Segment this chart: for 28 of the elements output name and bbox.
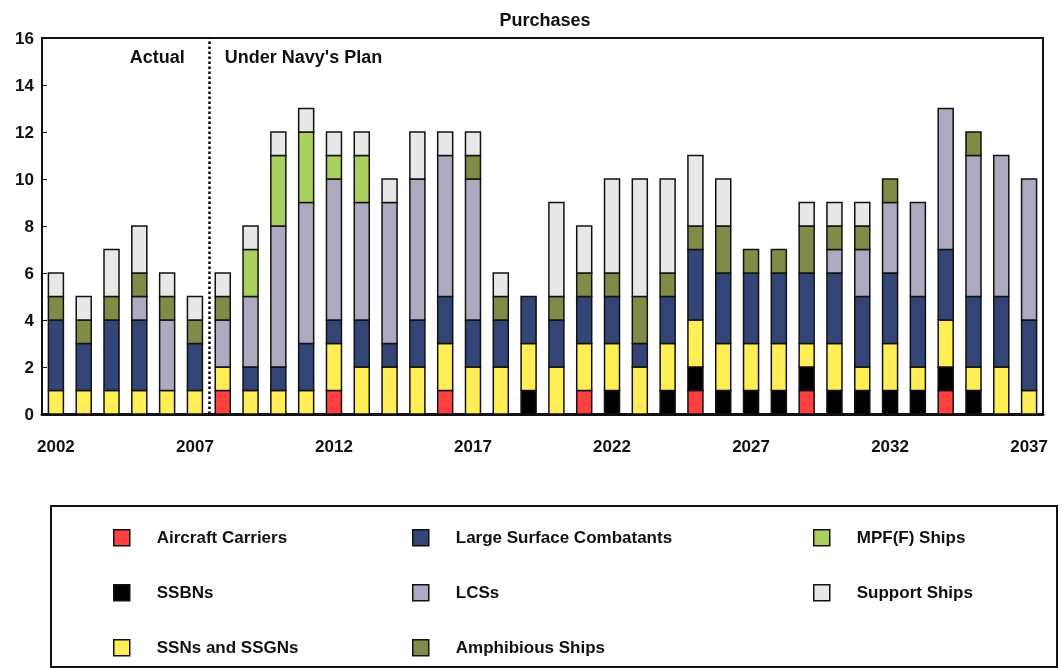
x-tick-label: 2012 <box>315 437 353 456</box>
x-tick-label: 2032 <box>871 437 909 456</box>
y-tick-label: 16 <box>15 28 34 48</box>
x-tick-label: 2002 <box>36 437 75 456</box>
annotation: Actual <box>129 47 185 67</box>
x-tick-label: 2027 <box>732 437 770 456</box>
y-tick-label: 0 <box>24 404 34 424</box>
legend-label: Aircraft Carriers <box>156 528 288 548</box>
y-tick-label: 4 <box>24 310 35 330</box>
annotation: Under Navy's Plan <box>224 47 383 67</box>
x-tick-label: 2017 <box>454 437 492 456</box>
y-tick-label: 8 <box>24 216 34 236</box>
y-tick-label: 14 <box>15 75 35 95</box>
legend-label: Support Ships <box>856 583 973 603</box>
y-tick-label: 6 <box>24 263 34 283</box>
y-tick-label: 2 <box>24 357 34 377</box>
y-tick-label: 12 <box>15 122 34 142</box>
x-tick-label: 2007 <box>176 437 214 456</box>
x-tick-label: 2022 <box>593 437 631 456</box>
chart-title: Purchases <box>499 10 591 30</box>
x-tick-label: 2037 <box>1010 437 1049 456</box>
y-tick-label: 10 <box>15 169 34 189</box>
legend-label: Large Surface Combatants <box>455 528 673 548</box>
legend-label: Amphibious Ships <box>455 638 605 658</box>
legend-label: LCSs <box>455 583 500 603</box>
legend-label: MPF(F) Ships <box>856 528 966 548</box>
legend-label: SSBNs <box>156 583 214 603</box>
legend-label: SSNs and SSGNs <box>156 638 299 658</box>
